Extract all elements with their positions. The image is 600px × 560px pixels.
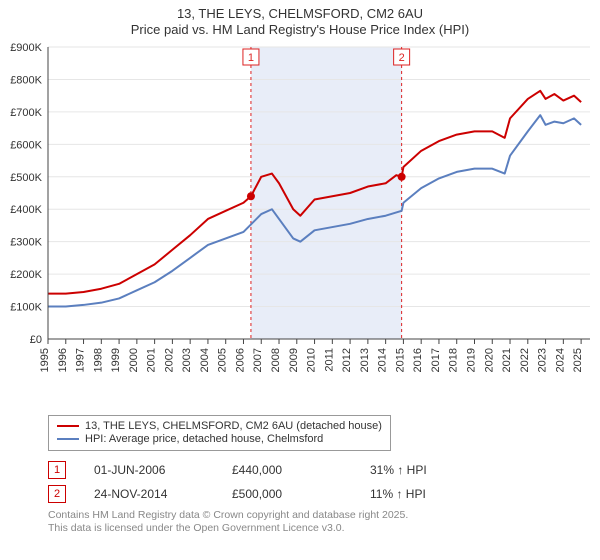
chart-title-block: 13, THE LEYS, CHELMSFORD, CM2 6AU Price … xyxy=(0,0,600,39)
series-marker xyxy=(398,172,406,180)
x-tick-label: 1998 xyxy=(92,348,104,372)
x-tick-label: 2024 xyxy=(554,348,566,372)
y-tick-label: £400K xyxy=(10,204,42,216)
legend-swatch xyxy=(57,425,79,427)
y-tick-label: £800K xyxy=(10,74,42,86)
marker-badge: 1 xyxy=(48,461,66,479)
marker-row: 1 01-JUN-2006 £440,000 31% ↑ HPI xyxy=(48,461,600,479)
x-tick-label: 2009 xyxy=(288,348,300,372)
legend-swatch xyxy=(57,438,79,440)
marker-price: £440,000 xyxy=(232,463,342,477)
chart-title-line2: Price paid vs. HM Land Registry's House … xyxy=(0,22,600,38)
chart-area: £0 £100K £200K £300K £400K £500K £600K £700K £80… xyxy=(0,39,600,409)
y-tick-label: £600K xyxy=(10,139,42,151)
marker-badge-text: 2 xyxy=(399,52,405,64)
x-tick-label: 2014 xyxy=(377,348,389,372)
x-tick-label: 2006 xyxy=(234,348,246,372)
marker-table: 1 01-JUN-2006 £440,000 31% ↑ HPI 2 24-NOV-201… xyxy=(48,461,600,503)
x-tick-label: 2003 xyxy=(181,348,193,372)
x-tick-label: 2021 xyxy=(501,348,513,372)
chart-title-line1: 13, THE LEYS, CHELMSFORD, CM2 6AU xyxy=(0,6,600,22)
x-tick-label: 2017 xyxy=(430,348,442,372)
x-tick-label: 2019 xyxy=(465,348,477,372)
y-tick-label: £500K xyxy=(10,171,42,183)
legend-label: 13, THE LEYS, CHELMSFORD, CM2 6AU (detac… xyxy=(85,420,382,433)
x-tick-label: 2025 xyxy=(572,348,584,372)
marker-badge-text: 1 xyxy=(248,52,254,64)
license-line2: This data is licensed under the Open Gov… xyxy=(48,522,600,535)
marker-delta: 31% ↑ HPI xyxy=(370,463,480,477)
x-tick-label: 2000 xyxy=(128,348,140,372)
legend: 13, THE LEYS, CHELMSFORD, CM2 6AU (detac… xyxy=(48,415,391,451)
marker-delta: 11% ↑ HPI xyxy=(370,487,480,501)
x-tick-label: 1999 xyxy=(110,348,122,372)
marker-badge: 2 xyxy=(48,485,66,503)
x-tick-label: 1995 xyxy=(39,348,51,372)
legend-item: HPI: Average price, detached house, Chel… xyxy=(57,433,382,446)
chart-svg: £0 £100K £200K £300K £400K £500K £600K £700K £80… xyxy=(0,39,600,409)
marker-date: 01-JUN-2006 xyxy=(94,463,204,477)
y-tick-label: £0 xyxy=(30,334,42,346)
x-tick-label: 2018 xyxy=(448,348,460,372)
y-tick-label: £900K xyxy=(10,42,42,54)
marker-row: 2 24-NOV-2014 £500,000 11% ↑ HPI xyxy=(48,485,600,503)
legend-label: HPI: Average price, detached house, Chel… xyxy=(85,433,323,446)
x-tick-label: 2005 xyxy=(217,348,229,372)
marker-date: 24-NOV-2014 xyxy=(94,487,204,501)
x-tick-label: 2004 xyxy=(199,348,211,372)
x-tick-label: 2012 xyxy=(341,348,353,372)
legend-item: 13, THE LEYS, CHELMSFORD, CM2 6AU (detac… xyxy=(57,420,382,433)
x-tick-label: 2016 xyxy=(412,348,424,372)
y-tick-label: £200K xyxy=(10,269,42,281)
x-tick-label: 1997 xyxy=(75,348,87,372)
license-line1: Contains HM Land Registry data © Crown c… xyxy=(48,509,600,522)
x-tick-label: 2023 xyxy=(537,348,549,372)
x-tick-label: 2001 xyxy=(146,348,158,372)
series-marker xyxy=(247,192,255,200)
y-tick-label: £300K xyxy=(10,236,42,248)
x-tick-label: 2010 xyxy=(306,348,318,372)
x-tick-label: 2015 xyxy=(394,348,406,372)
x-tick-label: 2011 xyxy=(323,348,335,372)
x-tick-label: 2022 xyxy=(519,348,531,372)
y-tick-label: £100K xyxy=(10,301,42,313)
x-tick-label: 2008 xyxy=(270,348,282,372)
shade-band xyxy=(251,47,402,339)
x-tick-label: 2007 xyxy=(252,348,264,372)
x-tick-label: 2013 xyxy=(359,348,371,372)
y-tick-label: £700K xyxy=(10,106,42,118)
x-tick-label: 2002 xyxy=(163,348,175,372)
x-tick-label: 2020 xyxy=(483,348,495,372)
marker-price: £500,000 xyxy=(232,487,342,501)
x-tick-label: 1996 xyxy=(57,348,69,372)
license-block: Contains HM Land Registry data © Crown c… xyxy=(48,509,600,535)
